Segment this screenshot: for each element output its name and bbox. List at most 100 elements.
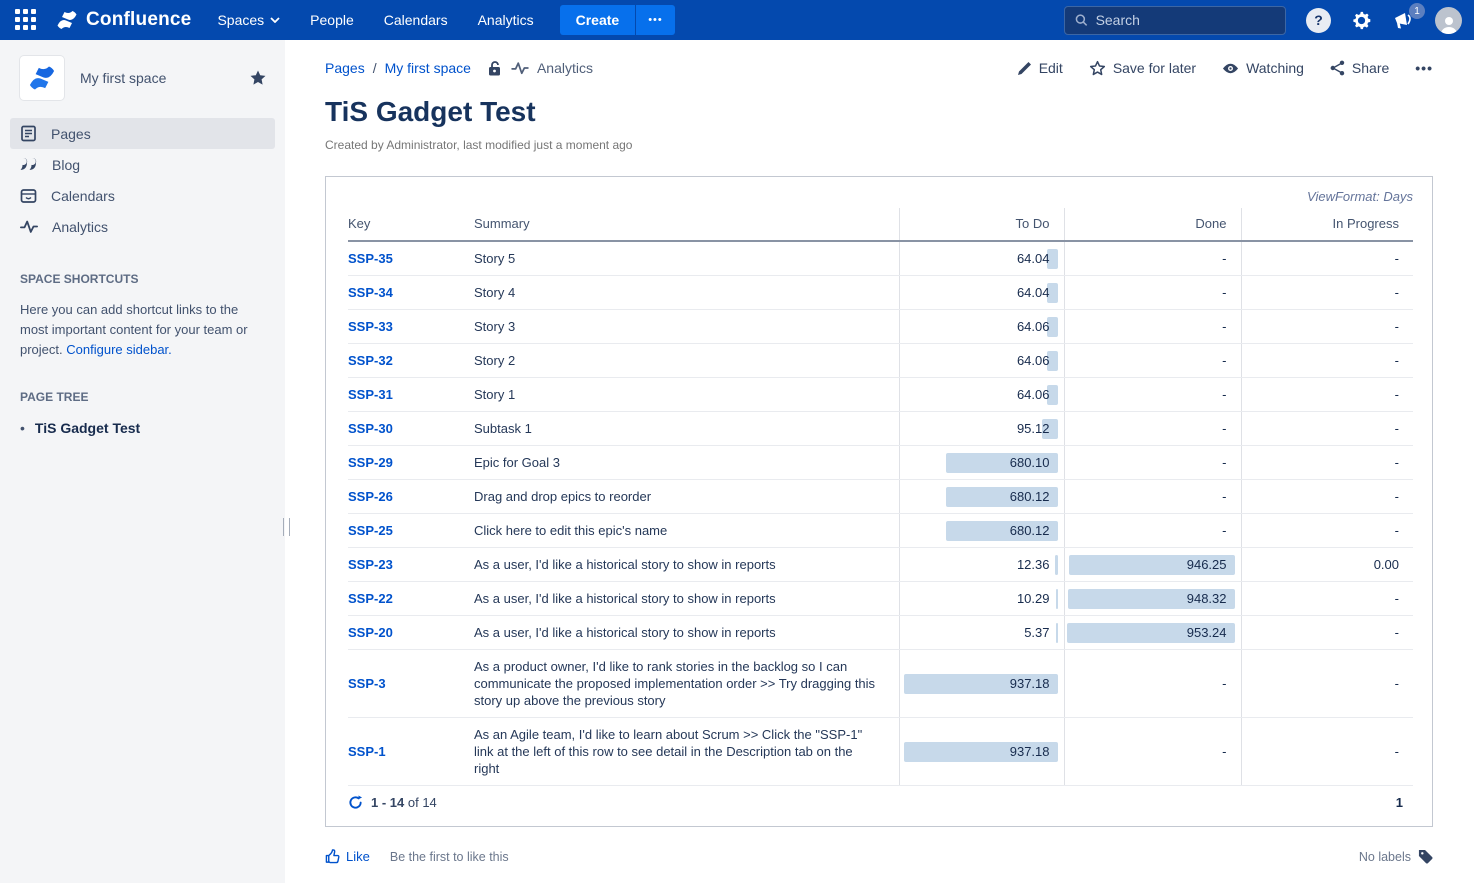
value-bar: [1055, 588, 1058, 609]
cell-todo: 64.04: [898, 275, 1064, 310]
table-row: SSP-35 Story 5 64.04 - -: [348, 241, 1413, 276]
cell-value: -: [1222, 285, 1227, 300]
cell-done: -: [1063, 717, 1241, 786]
cell-in-progress: -: [1240, 615, 1413, 650]
cell-done: -: [1063, 479, 1241, 514]
watching-button[interactable]: Watching: [1222, 60, 1304, 76]
issue-summary: As a user, I'd like a historical story t…: [474, 615, 899, 650]
cell-todo: 937.18: [898, 717, 1064, 786]
table-row: SSP-1 As an Agile team, I'd like to learn…: [348, 717, 1413, 786]
nav-item-people[interactable]: People: [310, 12, 354, 28]
eye-icon: [1223, 63, 1239, 73]
issue-key-link[interactable]: SSP-33: [348, 319, 393, 334]
app-switcher-icon[interactable]: [10, 4, 42, 36]
value-bar: [1067, 622, 1235, 643]
issue-key-link[interactable]: SSP-34: [348, 285, 393, 300]
breadcrumb-analytics-link[interactable]: Analytics: [536, 60, 593, 76]
nav-item-analytics[interactable]: Analytics: [477, 12, 534, 28]
issue-key-link[interactable]: SSP-22: [348, 591, 393, 606]
unlock-icon[interactable]: [487, 60, 503, 77]
notification-badge: 1: [1409, 3, 1425, 19]
search-icon: [1075, 14, 1088, 26]
nav-item-calendars[interactable]: Calendars: [383, 12, 448, 28]
cell-done: -: [1063, 275, 1241, 310]
sidebar-item-pages[interactable]: Pages: [10, 118, 275, 149]
page-tree-current-page[interactable]: TiS Gadget Test: [34, 420, 141, 436]
issue-key-link[interactable]: SSP-29: [348, 455, 393, 470]
edit-button[interactable]: Edit: [1017, 60, 1063, 76]
like-button[interactable]: Like: [325, 849, 370, 864]
breadcrumb-space-link[interactable]: My first space: [384, 60, 471, 76]
cell-in-progress: -: [1240, 309, 1413, 344]
issue-summary: Story 3: [474, 309, 899, 344]
labels-control[interactable]: No labels: [1359, 849, 1433, 864]
confluence-logo[interactable]: Confluence: [56, 9, 191, 31]
cell-done: -: [1063, 343, 1241, 378]
create-button[interactable]: Create: [559, 5, 636, 35]
issue-key-link[interactable]: SSP-25: [348, 523, 393, 538]
search-input[interactable]: [1095, 12, 1275, 28]
sidebar-item-calendars[interactable]: Calendars: [10, 180, 275, 211]
issue-key-link[interactable]: SSP-35: [348, 251, 393, 266]
space-logo[interactable]: [20, 56, 64, 100]
user-avatar[interactable]: [1435, 6, 1462, 34]
cell-in-progress: 0.00: [1240, 547, 1413, 582]
issue-summary: As a user, I'd like a historical story t…: [474, 581, 899, 616]
breadcrumb-pages-link[interactable]: Pages: [325, 60, 365, 76]
issue-key-link[interactable]: SSP-23: [348, 557, 393, 572]
cell-value: 937.18: [1009, 676, 1050, 691]
cell-value: -: [1394, 319, 1399, 334]
issue-key-link[interactable]: SSP-3: [348, 676, 386, 691]
announcements-button[interactable]: 1: [1392, 3, 1425, 31]
refresh-button[interactable]: [348, 795, 363, 810]
page-actions: Edit Save for later Watching: [1017, 60, 1433, 77]
create-more-button[interactable]: •••: [635, 5, 675, 35]
value-bar: [1047, 384, 1058, 405]
cell-value: -: [1394, 387, 1399, 402]
confluence-space-icon: [29, 66, 55, 90]
table-row: SSP-34 Story 4 64.04 - -: [348, 275, 1413, 310]
cell-value: 64.06: [1016, 353, 1050, 368]
issue-summary: Epic for Goal 3: [474, 445, 899, 480]
cell-in-progress: -: [1240, 717, 1413, 786]
table-row: SSP-33 Story 3 64.06 - -: [348, 309, 1413, 344]
more-actions-button[interactable]: •••: [1415, 60, 1433, 76]
cell-todo: 64.06: [898, 309, 1064, 344]
issue-key-link[interactable]: SSP-30: [348, 421, 393, 436]
thumbs-up-icon: [325, 849, 340, 864]
column-header-summary: Summary: [474, 208, 899, 242]
pencil-icon: [1017, 61, 1031, 75]
issue-key-link[interactable]: SSP-1: [348, 744, 386, 759]
help-icon[interactable]: ?: [1306, 7, 1331, 33]
favorite-space-button[interactable]: [249, 69, 267, 87]
search-box[interactable]: [1064, 5, 1286, 35]
issue-key-link[interactable]: SSP-31: [348, 387, 393, 402]
pagination-total: of 14: [407, 795, 437, 810]
nav-icon-group: ? 1: [1306, 3, 1462, 34]
issue-key-link[interactable]: SSP-32: [348, 353, 393, 368]
cell-value: -: [1394, 676, 1399, 691]
page-social-bar: Like Be the first to like this No labels: [325, 849, 1433, 864]
sidebar-resize-handle[interactable]: [283, 518, 290, 536]
pagination-page-number[interactable]: 1: [1395, 795, 1403, 810]
save-for-later-button[interactable]: Save for later: [1089, 60, 1196, 77]
cell-value: 12.36: [1016, 557, 1050, 572]
top-navigation: Confluence Spaces People Calendars Analy…: [0, 0, 1474, 40]
nav-item-spaces[interactable]: Spaces: [217, 12, 280, 28]
issue-key-link[interactable]: SSP-20: [348, 625, 393, 640]
issue-key-link[interactable]: SSP-26: [348, 489, 393, 504]
settings-button[interactable]: [1350, 9, 1373, 32]
configure-sidebar-link[interactable]: Configure sidebar.: [66, 342, 172, 357]
sidebar-item-analytics[interactable]: Analytics: [10, 211, 275, 242]
value-bar: [1068, 588, 1235, 609]
value-bar: [946, 452, 1058, 473]
page-tree-header: PAGE TREE: [20, 390, 89, 404]
nav-links: Spaces People Calendars Analytics: [217, 12, 533, 28]
value-bar: [1047, 282, 1058, 303]
issue-summary: Story 1: [474, 377, 899, 412]
share-button[interactable]: Share: [1330, 60, 1389, 76]
issue-summary: Subtask 1: [474, 411, 899, 446]
grid-icon: [15, 9, 36, 30]
sidebar-item-blog[interactable]: Blog: [10, 149, 275, 180]
quote-icon: [20, 157, 37, 170]
